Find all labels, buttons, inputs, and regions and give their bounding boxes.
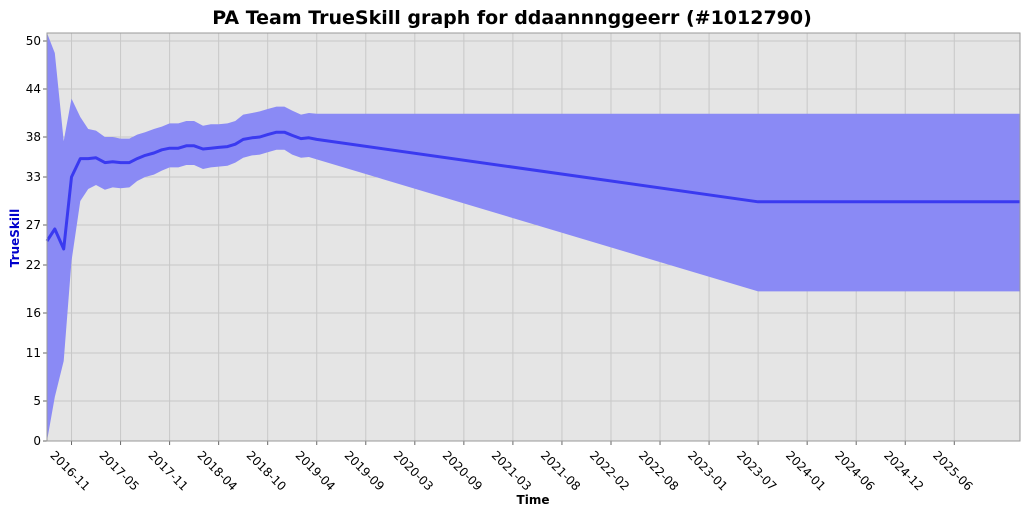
- y-tick-label: 44: [26, 82, 41, 96]
- x-tick-label: 2024-06: [832, 448, 877, 493]
- x-tick-label: 2024-12: [881, 448, 926, 493]
- plot-frame: [46, 32, 1021, 442]
- y-tick-label: 5: [33, 394, 41, 408]
- y-tick-label: 33: [26, 170, 41, 184]
- x-tick-label: 2019-09: [342, 448, 387, 493]
- y-tick-label: 16: [26, 306, 41, 320]
- y-tick-label: 50: [26, 34, 41, 48]
- x-tick-label: 2017-11: [145, 448, 190, 493]
- x-tick-label: 2024-01: [783, 448, 828, 493]
- trueskill-line: [45, 130, 1020, 251]
- x-tick-label: 2021-03: [489, 448, 534, 493]
- x-tick-label: 2022-02: [587, 448, 632, 493]
- x-tick-label: 2018-10: [244, 448, 289, 493]
- x-tick-label: 2020-03: [391, 448, 436, 493]
- x-tick-label: 2016-11: [47, 448, 92, 493]
- x-axis-title: Time: [517, 493, 550, 507]
- x-tick-label: 2019-04: [293, 448, 338, 493]
- x-tick-label: 2025-06: [930, 448, 975, 493]
- x-tick-label: 2018-04: [195, 448, 240, 493]
- y-tick-label: 22: [26, 258, 41, 272]
- x-tick-label: 2023-07: [734, 448, 779, 493]
- x-tick-label: 2020-09: [440, 448, 485, 493]
- x-tick-label: 2022-08: [636, 448, 681, 493]
- y-tick-label: 38: [26, 130, 41, 144]
- y-tick-label: 0: [33, 434, 41, 448]
- chart-title: PA Team TrueSkill graph for ddaannnggeer…: [212, 7, 812, 29]
- y-tick-label: 11: [26, 346, 41, 360]
- y-axis-title: TrueSkill: [8, 209, 22, 267]
- x-tick-label: 2021-08: [538, 448, 583, 493]
- x-tick-label: 2017-05: [96, 448, 141, 493]
- y-tick-label: 27: [26, 218, 41, 232]
- x-tick-label: 2023-01: [685, 448, 730, 493]
